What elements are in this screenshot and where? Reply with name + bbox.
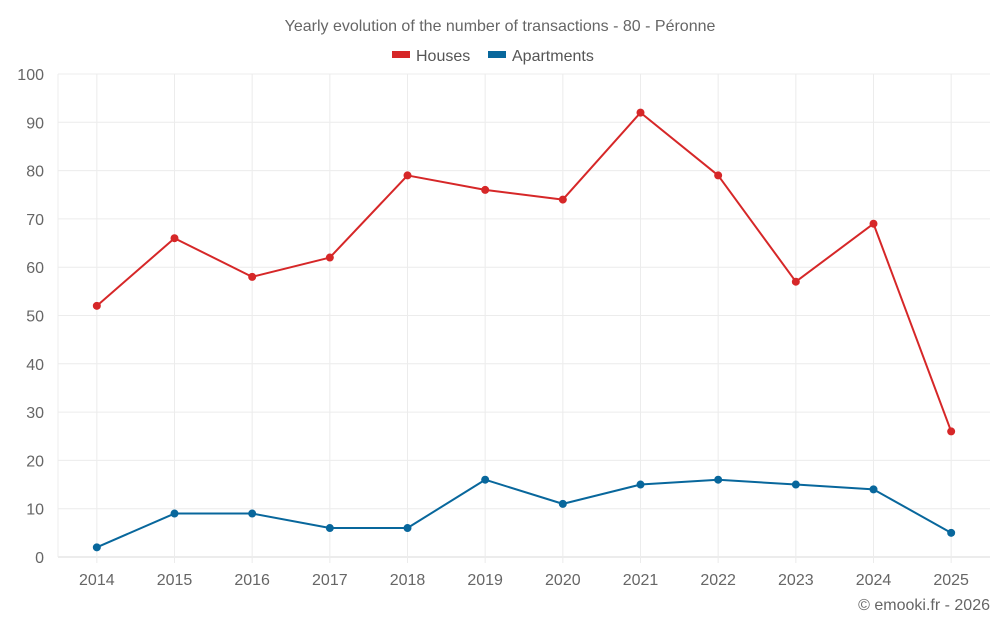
data-point: [403, 171, 412, 180]
x-tick-label: 2024: [856, 572, 892, 589]
y-tick-label: 30: [26, 405, 44, 422]
data-point: [248, 272, 257, 281]
data-point: [558, 195, 567, 204]
data-point: [248, 509, 257, 518]
y-tick-label: 100: [17, 67, 44, 84]
x-tick-label: 2014: [79, 572, 115, 589]
data-point: [791, 480, 800, 489]
chart-title: Yearly evolution of the number of transa…: [285, 18, 716, 35]
x-tick-label: 2023: [778, 572, 814, 589]
data-point: [869, 219, 878, 228]
y-tick-label: 80: [26, 164, 44, 181]
x-tick-label: 2022: [700, 572, 736, 589]
data-point: [636, 480, 645, 489]
data-point: [170, 234, 179, 243]
data-point: [481, 185, 490, 194]
data-point: [325, 253, 334, 262]
data-point: [714, 171, 723, 180]
x-tick-label: 2017: [312, 572, 348, 589]
data-point: [481, 475, 490, 484]
y-axis: 0 10 20 30 40 50 60 70 80 90 100: [17, 67, 44, 567]
data-point: [714, 475, 723, 484]
series-line-apartments: [96, 478, 952, 549]
series-layer: [92, 108, 956, 552]
y-tick-label: 20: [26, 453, 44, 470]
y-tick-label: 50: [26, 309, 44, 326]
x-tick-label: 2015: [157, 572, 193, 589]
y-tick-label: 40: [26, 357, 44, 374]
y-tick-label: 10: [26, 502, 44, 519]
data-point: [325, 524, 334, 533]
x-tick-label: 2018: [390, 572, 426, 589]
data-point: [92, 301, 101, 310]
data-point: [558, 499, 567, 508]
y-tick-label: 90: [26, 115, 44, 132]
x-tick-label: 2025: [933, 572, 969, 589]
data-point: [947, 528, 956, 537]
x-tick-label: 2021: [623, 572, 659, 589]
data-point: [92, 543, 101, 552]
y-tick-label: 0: [35, 550, 44, 567]
data-point: [170, 509, 179, 518]
x-tick-label: 2020: [545, 572, 581, 589]
series-line-houses: [96, 111, 953, 432]
legend: Houses Apartments: [392, 48, 594, 65]
grid: [57, 73, 990, 563]
data-point: [403, 524, 412, 533]
x-tick-label: 2019: [467, 572, 503, 589]
legend-label-apartments: Apartments: [512, 48, 594, 65]
series-apartments: [92, 475, 956, 552]
data-point: [869, 485, 878, 494]
x-axis: 2014 2015 2016 2017 2018 2019 2020 2021 2022 2023…: [79, 572, 969, 589]
legend-label-houses: Houses: [416, 48, 470, 65]
legend-swatch-houses: [392, 51, 410, 58]
legend-swatch-apartments: [488, 51, 506, 58]
series-houses: [92, 108, 956, 436]
y-tick-label: 60: [26, 260, 44, 277]
data-point: [636, 108, 645, 117]
y-tick-label: 70: [26, 212, 44, 229]
data-point: [791, 277, 800, 286]
x-tick-label: 2016: [234, 572, 270, 589]
data-point: [947, 427, 956, 436]
footer-credit: © emooki.fr - 2026: [858, 597, 990, 614]
